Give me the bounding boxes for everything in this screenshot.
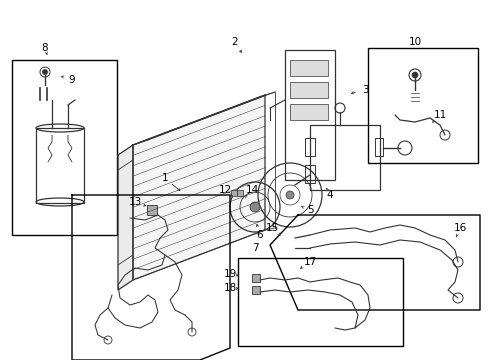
Text: 6: 6 bbox=[256, 230, 263, 240]
Text: 1: 1 bbox=[162, 173, 168, 183]
Text: 7: 7 bbox=[251, 243, 258, 253]
Bar bbox=[305, 138, 314, 156]
Bar bbox=[289, 60, 327, 76]
Text: 3: 3 bbox=[361, 85, 367, 95]
Polygon shape bbox=[133, 95, 264, 280]
Text: 8: 8 bbox=[41, 43, 48, 53]
Text: 9: 9 bbox=[68, 75, 75, 85]
Bar bbox=[374, 138, 382, 156]
Text: 5: 5 bbox=[306, 205, 313, 215]
Text: 15: 15 bbox=[265, 223, 278, 233]
Text: 4: 4 bbox=[326, 190, 333, 200]
Bar bbox=[309, 125, 379, 190]
Text: 16: 16 bbox=[452, 223, 466, 233]
Bar bbox=[289, 104, 327, 120]
Circle shape bbox=[285, 191, 293, 199]
Bar bbox=[367, 48, 477, 163]
Text: 18: 18 bbox=[223, 283, 236, 293]
Circle shape bbox=[42, 69, 47, 75]
Text: 11: 11 bbox=[432, 110, 446, 120]
Text: 14: 14 bbox=[245, 185, 258, 195]
Bar bbox=[12, 60, 117, 235]
Bar bbox=[251, 274, 260, 282]
Text: 13: 13 bbox=[128, 197, 142, 207]
Bar bbox=[285, 50, 334, 180]
Bar bbox=[36, 128, 84, 203]
Bar bbox=[230, 190, 237, 196]
Circle shape bbox=[249, 202, 260, 212]
Text: 19: 19 bbox=[223, 269, 236, 279]
Bar bbox=[251, 286, 260, 294]
Bar bbox=[238, 258, 402, 346]
Polygon shape bbox=[118, 145, 133, 290]
Text: 17: 17 bbox=[303, 257, 316, 267]
Bar bbox=[147, 205, 157, 215]
Bar bbox=[237, 190, 243, 196]
Text: 2: 2 bbox=[231, 37, 238, 47]
Bar bbox=[289, 82, 327, 98]
Circle shape bbox=[411, 72, 417, 78]
Bar bbox=[305, 165, 314, 183]
Text: 10: 10 bbox=[407, 37, 421, 47]
Text: 12: 12 bbox=[218, 185, 231, 195]
